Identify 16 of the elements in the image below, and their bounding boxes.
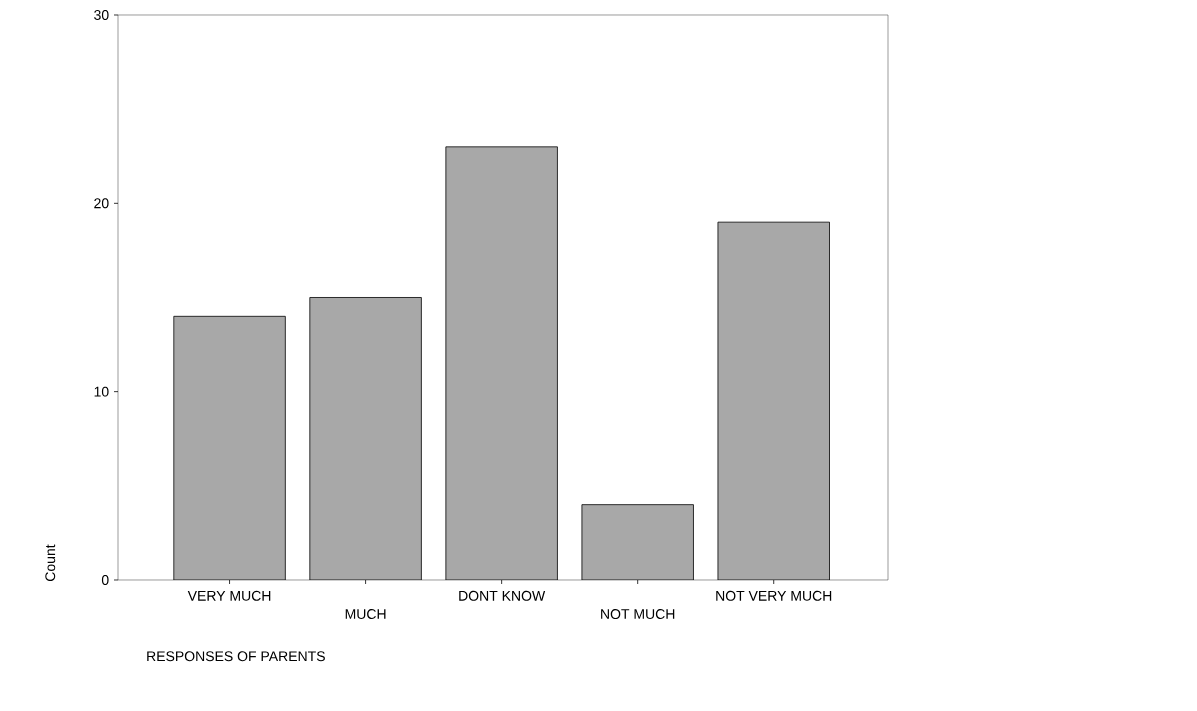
y-tick-label: 20: [94, 198, 109, 209]
bar: [581, 504, 694, 580]
bar: [173, 316, 286, 580]
y-axis-title: Count: [45, 544, 56, 582]
x-tick-label: MUCH: [345, 609, 386, 619]
x-tick-label: VERY MUCH: [187, 590, 271, 601]
x-axis-title: RESPONSES OF PARENTS: [147, 651, 325, 662]
bar: [445, 146, 558, 580]
bar: [717, 221, 830, 580]
bar: [309, 297, 422, 580]
y-tick-label: 30: [94, 10, 109, 20]
y-tick-label: 10: [94, 386, 109, 397]
y-tick-label: 0: [101, 575, 109, 585]
x-tick-label: DONT KNOW: [459, 590, 546, 601]
x-tick-label: NOT MUCH: [601, 609, 675, 619]
x-tick-label: NOT VERY MUCH: [716, 590, 832, 601]
